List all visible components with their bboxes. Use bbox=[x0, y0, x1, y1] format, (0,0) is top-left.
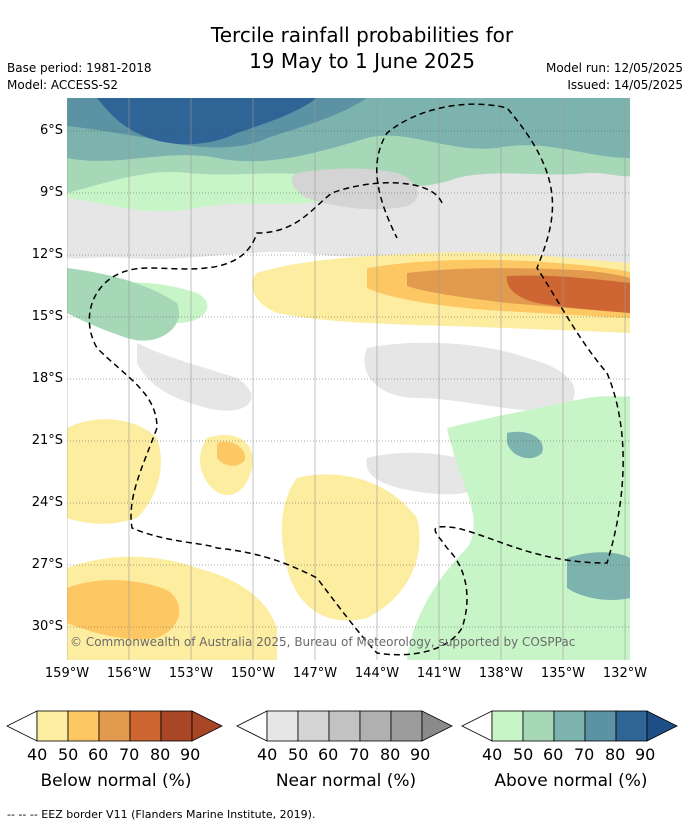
colorbar-near-title: Near normal (%) bbox=[275, 771, 417, 791]
cbar-below-tick-50: 50 bbox=[58, 745, 79, 764]
base-period: Base period: 1981-2018 bbox=[7, 61, 152, 75]
copyright-notice: © Commonwealth of Australia 2025, Bureau… bbox=[70, 635, 576, 649]
colorbar-near-normal bbox=[235, 705, 457, 750]
above-normal-east bbox=[407, 396, 630, 660]
lat-label-15s: 15°S bbox=[31, 309, 63, 324]
lon-label-159w: 159°W bbox=[44, 666, 90, 681]
cbar-near-tick-60: 60 bbox=[318, 745, 339, 764]
cbar-near-tick-70: 70 bbox=[349, 745, 370, 764]
colorbar-above-title: Above normal (%) bbox=[494, 771, 648, 791]
lat-label-24s: 24°S bbox=[31, 495, 63, 510]
issued-date: Issued: 14/05/2025 bbox=[567, 78, 683, 92]
lon-label-141w: 141°W bbox=[416, 666, 462, 681]
below-normal-south-centre bbox=[281, 474, 420, 621]
cbar-near-tick-50: 50 bbox=[288, 745, 309, 764]
cbar-below-tick-70: 70 bbox=[119, 745, 140, 764]
map-title: Tercile rainfall probabilities for 19 Ma… bbox=[0, 22, 690, 74]
colorbar-above-svg bbox=[461, 710, 678, 742]
lat-label-9s: 9°S bbox=[39, 185, 63, 200]
cbar-above-tick-90: 90 bbox=[635, 745, 656, 764]
colorbar-below-title: Below normal (%) bbox=[40, 771, 192, 791]
lon-label-135w: 135°W bbox=[540, 666, 586, 681]
colorbar-segment bbox=[553, 710, 586, 742]
map-svg bbox=[66, 98, 630, 660]
cbar-near-tick-40: 40 bbox=[257, 745, 278, 764]
model-name: Model: ACCESS-S2 bbox=[7, 78, 119, 92]
probability-map bbox=[66, 98, 630, 660]
meta-left: Base period: 1981-2018 Model: ACCESS-S2 bbox=[7, 60, 152, 94]
near-normal-centre bbox=[364, 342, 575, 411]
colorbar-segment bbox=[491, 710, 524, 742]
below-normal-patch-50 bbox=[217, 441, 246, 466]
colorbar-segment bbox=[129, 710, 162, 742]
title-line-2: 19 May to 1 June 2025 bbox=[249, 49, 475, 73]
below-normal-band-70 bbox=[506, 275, 630, 313]
colorbar-low-arrow bbox=[461, 710, 493, 742]
lon-label-150w: 150°W bbox=[230, 666, 276, 681]
colorbar-segment bbox=[67, 710, 100, 742]
cbar-above-tick-80: 80 bbox=[605, 745, 626, 764]
lon-label-138w: 138°W bbox=[478, 666, 524, 681]
cbar-below-tick-60: 60 bbox=[88, 745, 109, 764]
colorbar-segment bbox=[328, 710, 361, 742]
colorbar-above-normal bbox=[460, 705, 682, 750]
colorbar-low-arrow bbox=[6, 710, 38, 742]
lon-label-153w: 153°W bbox=[168, 666, 214, 681]
near-normal-patch-1 bbox=[291, 168, 418, 210]
above-normal-west-50 bbox=[67, 268, 179, 341]
above-normal-east-patch bbox=[507, 431, 543, 459]
colorbar-high-arrow bbox=[646, 710, 678, 742]
colorbar-below-svg bbox=[6, 710, 223, 742]
lat-label-6s: 6°S bbox=[39, 123, 63, 138]
lon-label-144w: 144°W bbox=[354, 666, 400, 681]
near-normal-band-north bbox=[67, 172, 630, 263]
colorbar-segment bbox=[36, 710, 69, 742]
colorbar-segment bbox=[584, 710, 617, 742]
cbar-below-tick-90: 90 bbox=[180, 745, 201, 764]
cbar-above-tick-40: 40 bbox=[482, 745, 503, 764]
below-normal-west bbox=[67, 419, 161, 524]
lat-label-12s: 12°S bbox=[31, 247, 63, 262]
lat-label-18s: 18°S bbox=[31, 371, 63, 386]
colorbar-below-normal bbox=[5, 705, 227, 750]
model-run: Model run: 12/05/2025 bbox=[545, 61, 683, 75]
above-normal-region-north-80 bbox=[97, 98, 317, 145]
cbar-above-tick-70: 70 bbox=[574, 745, 595, 764]
below-normal-south-west-50 bbox=[67, 579, 180, 640]
colorbar-near-svg bbox=[236, 710, 453, 742]
colorbar-segment bbox=[522, 710, 555, 742]
colorbar-segment bbox=[98, 710, 131, 742]
colorbar-segment bbox=[266, 710, 299, 742]
cbar-above-tick-60: 60 bbox=[543, 745, 564, 764]
graticule bbox=[66, 98, 630, 660]
colorbar-high-arrow bbox=[421, 710, 453, 742]
eez-border bbox=[88, 103, 624, 656]
colorbar-segment bbox=[359, 710, 392, 742]
near-normal-west bbox=[137, 343, 252, 411]
lon-label-156w: 156°W bbox=[106, 666, 152, 681]
meta-right: Model run: 12/05/2025 Issued: 14/05/2025 bbox=[546, 60, 683, 94]
cbar-near-tick-80: 80 bbox=[380, 745, 401, 764]
colorbar-low-arrow bbox=[236, 710, 268, 742]
cbar-above-tick-50: 50 bbox=[513, 745, 534, 764]
lat-label-21s: 21°S bbox=[31, 433, 63, 448]
cbar-near-tick-90: 90 bbox=[410, 745, 431, 764]
above-normal-east-60 bbox=[567, 552, 630, 600]
colorbar-segment bbox=[160, 710, 193, 742]
eez-footnote: -- -- -- EEZ border V11 (Flanders Marine… bbox=[7, 808, 316, 821]
colorbar-segment bbox=[615, 710, 648, 742]
lon-label-147w: 147°W bbox=[292, 666, 338, 681]
lat-label-30s: 30°S bbox=[31, 619, 63, 634]
colorbar-segment bbox=[390, 710, 423, 742]
title-line-1: Tercile rainfall probabilities for bbox=[210, 23, 514, 47]
colorbar-segment bbox=[297, 710, 330, 742]
lon-label-132w: 132°W bbox=[602, 666, 648, 681]
cbar-below-tick-40: 40 bbox=[27, 745, 48, 764]
cbar-below-tick-80: 80 bbox=[150, 745, 171, 764]
lat-label-27s: 27°S bbox=[31, 557, 63, 572]
colorbar-high-arrow bbox=[191, 710, 223, 742]
